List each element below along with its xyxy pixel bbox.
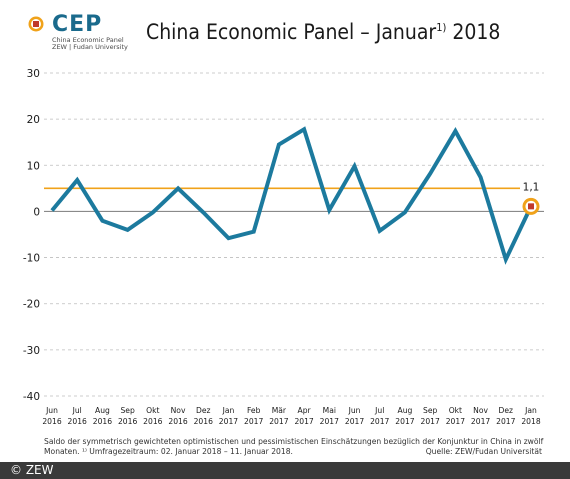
x-tick-month: Sep: [423, 406, 437, 415]
x-tick-year: 2016: [168, 417, 187, 426]
x-tick-month: Aug: [95, 406, 110, 415]
x-tick-year: 2017: [320, 417, 339, 426]
logo-subtitle: China Economic Panel: [52, 36, 124, 44]
chart-title-year: 2018: [446, 20, 501, 44]
x-tick-year: 2017: [370, 417, 389, 426]
x-tick-month: Dez: [196, 406, 211, 415]
x-tick-month: Sep: [120, 406, 134, 415]
x-tick-year: 2017: [244, 417, 263, 426]
y-tick-label: 30: [27, 68, 40, 80]
x-tick-year: 2016: [68, 417, 87, 426]
cep-logo-icon: [28, 16, 44, 32]
y-tick-label: -20: [23, 299, 40, 311]
series-line: [50, 126, 533, 265]
y-tick-label: -30: [23, 345, 40, 357]
x-tick-year: 2017: [496, 417, 515, 426]
x-tick-month: Feb: [247, 406, 261, 415]
x-tick-month: Mär: [272, 406, 287, 415]
x-tick-month: Aug: [398, 406, 413, 415]
x-tick-month: Okt: [146, 406, 159, 415]
x-tick-year: 2017: [446, 417, 465, 426]
chart-caption: Saldo der symmetrisch gewichteten optimi…: [44, 437, 544, 456]
x-tick-year: 2016: [118, 417, 137, 426]
x-tick-year: 2017: [471, 417, 490, 426]
x-tick-year: 2017: [395, 417, 414, 426]
x-tick-year: 2016: [42, 417, 61, 426]
copyright-bar: © ZEW: [0, 462, 570, 479]
last-value-label: 1,1: [523, 181, 540, 193]
y-tick-label: -10: [23, 253, 40, 265]
x-tick-month: Nov: [473, 406, 488, 415]
x-tick-month: Jan: [222, 406, 235, 415]
x-tick-month: Jul: [72, 406, 82, 415]
x-tick-month: Dez: [499, 406, 514, 415]
x-tick-year: 2017: [269, 417, 288, 426]
x-tick-month: Jul: [374, 406, 384, 415]
copyright-text: © ZEW: [10, 463, 54, 477]
x-tick-year: 2017: [420, 417, 439, 426]
x-tick-month: Jun: [45, 406, 58, 415]
x-tick-month: Nov: [171, 406, 186, 415]
y-tick-label: 0: [33, 206, 40, 218]
x-tick-year: 2016: [143, 417, 162, 426]
logo-text: CEP: [52, 12, 103, 37]
x-tick-month: Jan: [524, 406, 537, 415]
chart-title: China Economic Panel – Januar1) 2018: [146, 20, 500, 44]
x-tick-month: Mai: [323, 406, 336, 415]
x-tick-year: 2017: [219, 417, 238, 426]
x-tick-year: 2016: [93, 417, 112, 426]
y-tick-label: 20: [27, 114, 40, 126]
x-tick-month: Okt: [449, 406, 462, 415]
y-tick-label: 10: [27, 160, 40, 172]
x-tick-month: Jun: [348, 406, 361, 415]
chart-title-main: China Economic Panel – Januar: [146, 20, 437, 44]
x-tick-year: 2017: [345, 417, 364, 426]
logo-affiliation: ZEW | Fudan University: [52, 43, 128, 51]
y-tick-label: -40: [23, 391, 40, 403]
chart-title-footnote-mark: 1): [436, 21, 447, 34]
last-point-marker: [528, 203, 534, 210]
cep-logo: CEP China Economic Panel ZEW | Fudan Uni…: [28, 12, 128, 52]
x-tick-month: Apr: [298, 406, 312, 415]
source-note: Quelle: ZEW/Fudan Universität: [425, 447, 542, 456]
x-tick-year: 2016: [194, 417, 213, 426]
x-tick-year: 2018: [521, 417, 540, 426]
x-tick-year: 2017: [294, 417, 313, 426]
